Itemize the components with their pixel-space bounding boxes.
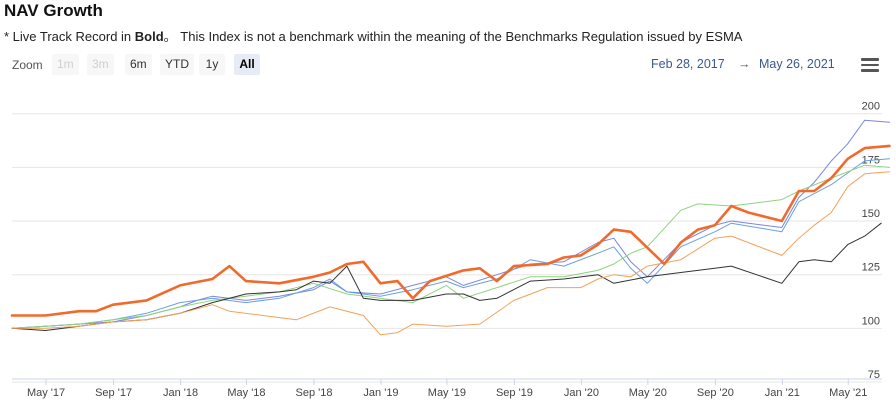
x-tick-label: Jan '19 — [363, 387, 398, 399]
subtitle-suffix: 。 This Index is not a benchmark within t… — [163, 29, 743, 44]
zoom-button-all[interactable]: All — [234, 54, 260, 75]
series-line-6 — [10, 144, 891, 317]
series-line-4 — [11, 222, 882, 331]
x-tick-label: Jan '18 — [163, 387, 198, 399]
series-line-3 — [11, 164, 890, 329]
chart-title: NAV Growth — [4, 1, 103, 20]
zoom-label: Zoom — [12, 58, 43, 72]
zoom-button-1m[interactable]: 1m — [52, 54, 79, 75]
zoom-button-ytd[interactable]: YTD — [160, 54, 194, 75]
range-arrow: → — [738, 57, 751, 71]
x-tick-label: May '19 — [428, 387, 466, 399]
y-tick-label: 200 — [862, 101, 880, 113]
y-tick-label: 75 — [868, 369, 880, 381]
subtitle-prefix: * Live Track Record in — [4, 29, 135, 44]
series-line-5 — [11, 171, 890, 336]
hamburger-menu-icon[interactable] — [861, 58, 879, 72]
x-tick-label: Jan '21 — [765, 387, 800, 399]
zoom-button-1y[interactable]: 1y — [199, 54, 225, 75]
x-tick-label: May '20 — [629, 387, 667, 399]
series-line-2 — [11, 158, 890, 329]
x-tick-label: May '18 — [227, 387, 265, 399]
chart-subtitle: * Live Track Record in Bold。 This Index … — [4, 26, 742, 45]
x-tick-label: Sep '20 — [697, 387, 734, 399]
zoom-button-3m[interactable]: 3m — [87, 54, 114, 75]
range-from[interactable]: Feb 28, 2017 — [651, 57, 725, 71]
x-tick-label: May '17 — [27, 387, 65, 399]
x-tick-label: Sep '19 — [496, 387, 533, 399]
x-tick-label: Sep '17 — [95, 387, 132, 399]
y-tick-label: 150 — [862, 208, 880, 220]
range-to[interactable]: May 26, 2021 — [759, 57, 835, 71]
x-tick-label: Sep '18 — [296, 387, 333, 399]
subtitle-bold: Bold — [134, 29, 164, 44]
y-tick-label: 100 — [862, 315, 880, 327]
x-tick-label: May '21 — [829, 387, 867, 399]
y-tick-label: 125 — [862, 262, 880, 274]
series-line-1 — [11, 119, 890, 329]
zoom-button-6m[interactable]: 6m — [125, 54, 152, 75]
x-tick-label: Jan '20 — [564, 387, 599, 399]
